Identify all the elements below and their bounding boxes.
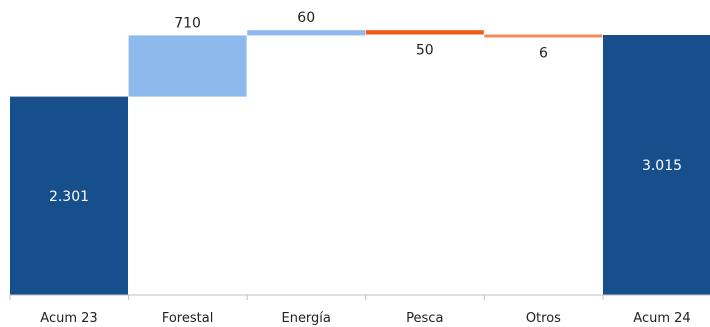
data-label-0: 2.301 <box>49 189 89 205</box>
x-ticks-group <box>9 295 604 300</box>
bar-3 <box>365 30 484 35</box>
x-tick-label-4: Otros <box>526 311 561 326</box>
x-tick-label-0: Acum 23 <box>40 311 97 326</box>
data-label-5: 3.015 <box>642 158 682 174</box>
data-labels-group: 2.301 710 60 50 6 3.015 <box>49 10 682 205</box>
data-label-4: 6 <box>539 46 548 62</box>
data-label-3: 50 <box>416 43 434 59</box>
x-tick-label-3: Pesca <box>406 311 443 326</box>
x-tick-label-1: Forestal <box>162 311 213 326</box>
bar-2 <box>247 30 366 36</box>
bar-5 <box>603 35 710 295</box>
bar-0 <box>10 96 128 295</box>
x-tick-label-2: Energía <box>281 311 330 326</box>
bars-group <box>10 30 710 295</box>
data-label-1: 710 <box>174 15 201 31</box>
bar-1 <box>128 35 247 97</box>
bar-4 <box>484 34 603 38</box>
x-tick-label-5: Acum 24 <box>633 311 690 326</box>
data-label-2: 60 <box>297 10 315 26</box>
x-tick-labels-group: Acum 23 Forestal Energía Pesca Otros Acum 24 <box>40 311 690 326</box>
